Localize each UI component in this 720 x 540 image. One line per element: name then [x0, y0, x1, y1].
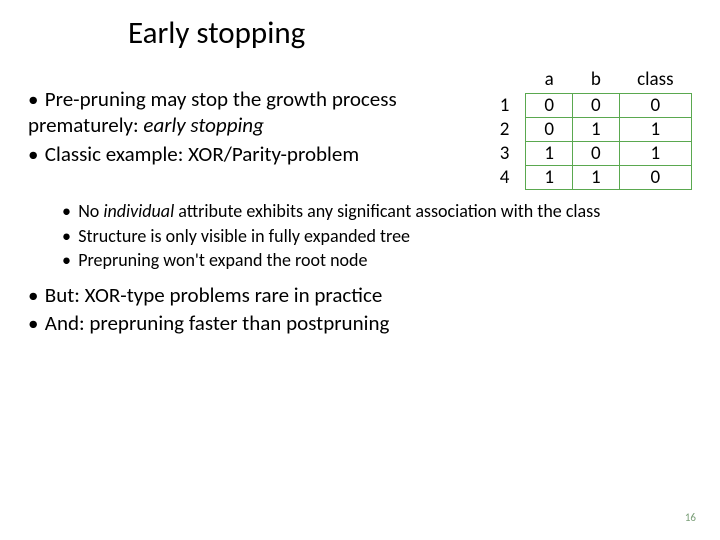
- xor-table-wrap: a b class 1 0 0 0 2 0 1 1 3: [490, 62, 692, 190]
- table-cell: 1: [619, 118, 691, 142]
- bullet-dot: •: [62, 200, 78, 223]
- table-cell: 0: [526, 94, 573, 118]
- table-cell: 1: [526, 142, 573, 166]
- table-cell: 0: [573, 94, 620, 118]
- bullet-lower-text-1: But: XOR-type problems rare in practice: [45, 282, 383, 308]
- sub-text-2: Structure is only visible in fully expan…: [78, 225, 410, 247]
- sub-text-3: Prepruning won't expand the root node: [78, 249, 367, 271]
- sub-text-1b: individual: [103, 200, 174, 222]
- sub-text-1c: attribute exhibits any significant assoc…: [174, 200, 600, 222]
- sub-bullet-2: • Structure is only visible in fully exp…: [62, 225, 692, 248]
- col-header: b: [573, 68, 620, 94]
- table-cell: 1: [573, 118, 620, 142]
- top-bullets: •Pre-pruning may stop the growth process…: [28, 62, 490, 169]
- table-header-row: a b class: [490, 68, 692, 94]
- bullet-dot: •: [28, 141, 45, 167]
- bullet-dot: •: [62, 225, 78, 248]
- sub-bullets: • No individual attribute exhibits any s…: [62, 200, 692, 272]
- top-row: •Pre-pruning may stop the growth process…: [28, 62, 692, 190]
- slide-title: Early stopping: [128, 14, 692, 52]
- table-row: 3 1 0 1: [490, 142, 692, 166]
- bullet-dot: •: [28, 86, 45, 112]
- row-label: 1: [490, 94, 526, 118]
- slide: Early stopping •Pre-pruning may stop the…: [0, 0, 720, 540]
- bullet-dot: •: [28, 282, 45, 308]
- bullet-main-2: •Classic example: XOR/Parity-problem: [28, 141, 480, 167]
- sub-bullet-1: • No individual attribute exhibits any s…: [62, 200, 692, 223]
- bullet-lower-2: •And: prepruning faster than postpruning: [28, 310, 692, 336]
- table-cell: 0: [526, 118, 573, 142]
- table-row: 1 0 0 0: [490, 94, 692, 118]
- table-cell: 1: [573, 166, 620, 190]
- lower-bullets: •But: XOR-type problems rare in practice…: [28, 282, 692, 337]
- col-header: a: [526, 68, 573, 94]
- bullet-text-1b: early stopping: [143, 112, 263, 138]
- table-cell: 0: [619, 94, 691, 118]
- table-cell: 0: [573, 142, 620, 166]
- xor-table: a b class 1 0 0 0 2 0 1 1 3: [490, 68, 692, 190]
- table-cell: 0: [619, 166, 691, 190]
- col-header: class: [619, 68, 691, 94]
- table-cell: 1: [619, 142, 691, 166]
- page-number: 16: [685, 511, 696, 524]
- bullet-dot: •: [62, 249, 78, 272]
- table-row: 2 0 1 1: [490, 118, 692, 142]
- bullet-main-1: •Pre-pruning may stop the growth process…: [28, 86, 480, 139]
- bullet-lower-1: •But: XOR-type problems rare in practice: [28, 282, 692, 308]
- bullet-dot: •: [28, 310, 45, 336]
- sub-bullet-3: • Prepruning won't expand the root node: [62, 249, 692, 272]
- row-label: 3: [490, 142, 526, 166]
- table-row: 4 1 1 0: [490, 166, 692, 190]
- sub-text-1a: No: [78, 200, 103, 222]
- row-label: 4: [490, 166, 526, 190]
- bullet-lower-text-2: And: prepruning faster than postpruning: [45, 310, 390, 336]
- bullet-text-2: Classic example: XOR/Parity-problem: [45, 141, 359, 167]
- row-label: 2: [490, 118, 526, 142]
- table-corner: [490, 68, 526, 94]
- table-cell: 1: [526, 166, 573, 190]
